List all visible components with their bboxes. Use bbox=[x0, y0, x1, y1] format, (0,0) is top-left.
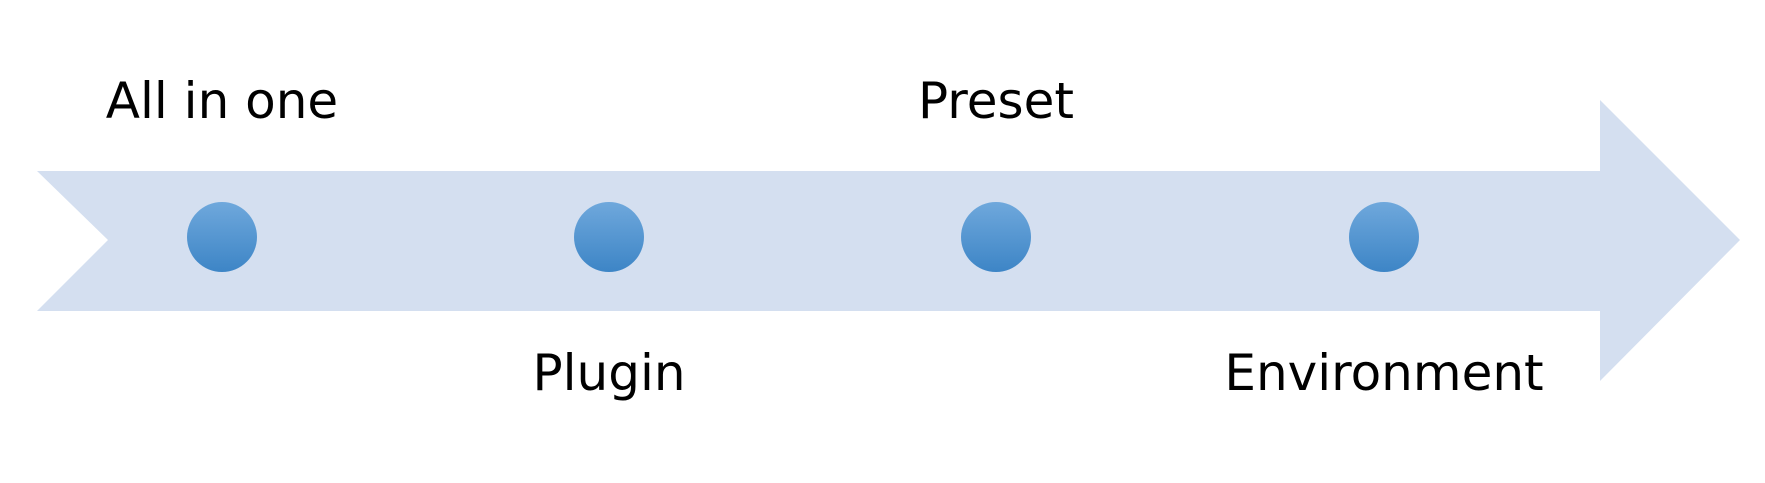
stage-3: Preset bbox=[918, 72, 1074, 272]
stage-1: All in one bbox=[106, 72, 338, 272]
stage-2-dot bbox=[574, 202, 644, 272]
stage-4-dot bbox=[1349, 202, 1419, 272]
stage-3-dot bbox=[961, 202, 1031, 272]
stage-1-dot bbox=[187, 202, 257, 272]
stage-2-label: Plugin bbox=[532, 344, 685, 402]
timeline-arrow bbox=[37, 100, 1740, 381]
stage-3-label: Preset bbox=[918, 72, 1074, 130]
stage-1-label: All in one bbox=[106, 72, 338, 130]
stage-2: Plugin bbox=[532, 202, 686, 402]
stage-4: Environment bbox=[1224, 202, 1544, 402]
stage-4-label: Environment bbox=[1224, 344, 1543, 402]
